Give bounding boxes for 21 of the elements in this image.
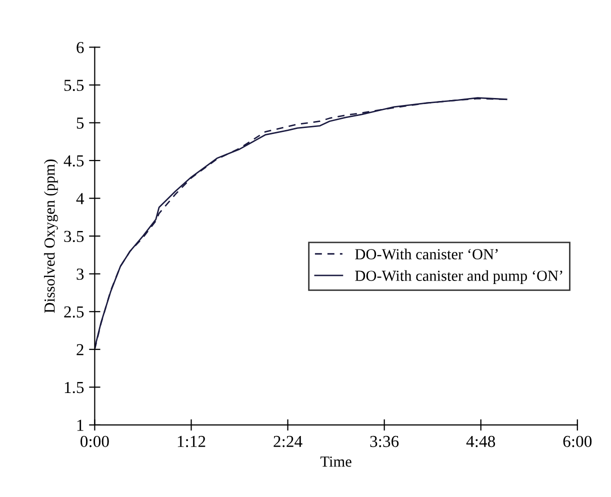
x-tick-label: 2:24 [274,436,302,448]
x-tick-label: 4:48 [466,436,496,448]
y-tick-label: 3.5 [64,230,84,242]
y-tick-label: 1.5 [64,382,84,394]
y-tick-label: 4 [76,193,84,204]
y-axis-title: Dissolved Oxygen (ppm) [44,160,58,313]
x-tick-label: 0:00 [80,436,109,448]
x-tick-label: 1:12 [178,436,206,448]
y-tick-label: 6 [76,42,84,54]
x-tick-label: 3:36 [370,436,399,448]
y-tick-label: 1 [77,420,84,431]
y-tick-label: 2.5 [64,306,84,318]
legend-label: DO-With canister and pump ‘ON’ [355,270,562,284]
y-tick-label: 2 [76,344,84,356]
y-tick-label: 4.5 [64,155,84,167]
y-tick-label: 3 [76,268,84,280]
y-tick-label: 5.5 [64,80,84,92]
x-tick-label: 6:00 [563,436,592,448]
x-axis-title: Time [320,456,352,467]
y-tick-label: 5 [76,118,84,129]
legend-label: DO-With canister ‘ON’ [355,248,498,260]
